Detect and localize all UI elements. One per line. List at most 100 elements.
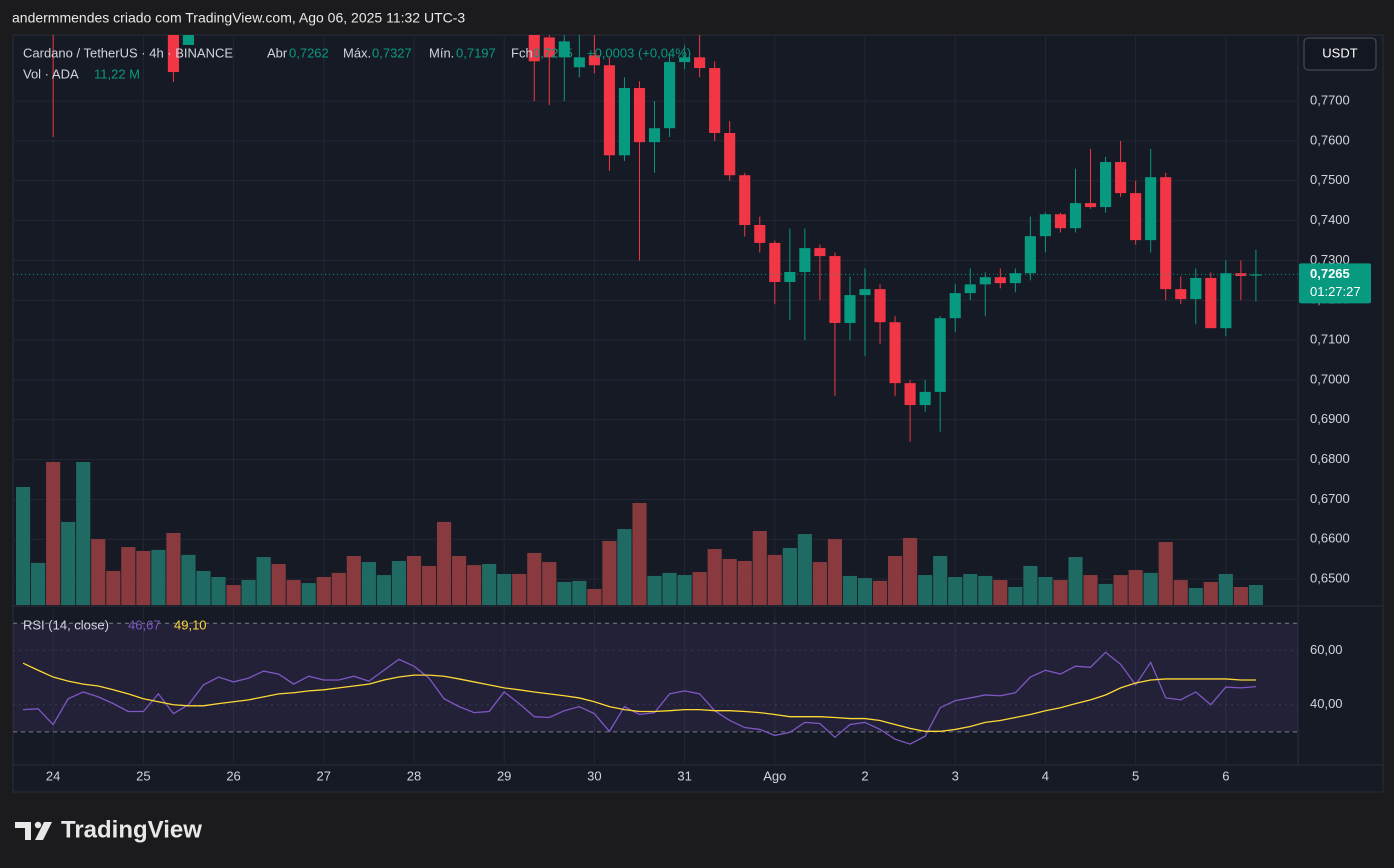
- volume-bar: [1158, 542, 1173, 605]
- y-tick-label: 0,7000: [1310, 371, 1350, 386]
- logo-slash: [35, 822, 52, 840]
- volume-bar: [602, 540, 617, 605]
- volume-bar: [707, 549, 722, 605]
- candle-layer: [13, 0, 1298, 442]
- legend-text: 0,7197: [456, 45, 496, 60]
- volume-bar: [226, 585, 241, 605]
- candle-body: [829, 256, 841, 323]
- candle-body: [799, 248, 811, 273]
- rsi-band-fill: [13, 623, 1298, 732]
- volume-bar: [31, 562, 46, 605]
- volume-bar: [632, 503, 647, 605]
- volume-bar: [211, 577, 226, 605]
- volume-bar: [888, 555, 903, 605]
- volume-bar: [482, 563, 497, 605]
- x-tick-label: 2: [861, 768, 868, 783]
- volume-bar: [527, 552, 542, 605]
- rsi-ma-value: 49,10: [174, 617, 207, 632]
- candle-body: [1054, 214, 1067, 229]
- rsi-tick-label: 60,00: [1310, 642, 1343, 657]
- y-tick-label: 0,7700: [1310, 93, 1350, 108]
- volume-bar: [1023, 565, 1038, 605]
- rsi-title: RSI (14, close): [23, 617, 109, 632]
- legend-text: 0,7327: [372, 45, 412, 60]
- label-layer: 24 25 26 27 28 29 30 31 Ago 2 3 4 5 6 0,6500 0,6600 0,67…: [23, 45, 1371, 783]
- y-tick-label: 0,6500: [1310, 571, 1350, 586]
- candle-body: [1235, 273, 1247, 276]
- volume-bar: [166, 532, 181, 605]
- volume-bar: [136, 550, 151, 605]
- volume-bar: [572, 580, 587, 605]
- volume-bar: [1008, 586, 1023, 605]
- candle-body: [979, 277, 991, 285]
- volume-bar: [903, 537, 918, 605]
- x-tick-label: 24: [46, 768, 60, 783]
- candle-body: [769, 242, 781, 282]
- candle-body: [182, 35, 195, 45]
- legend-text: 0,7262: [289, 45, 329, 60]
- volume-bar: [1128, 570, 1143, 605]
- volume-bar: [391, 560, 407, 605]
- volume-bar: [812, 562, 827, 605]
- candle-body: [558, 41, 570, 58]
- volume-bar: [241, 580, 256, 605]
- candle-body: [153, 0, 164, 2]
- volume-bar: [46, 462, 61, 605]
- volume-bar: [452, 555, 467, 605]
- candle-body: [1205, 277, 1217, 329]
- candle-body: [167, 35, 179, 73]
- candle-body: [1190, 277, 1202, 300]
- candle-body: [1250, 274, 1262, 276]
- x-tick-label: 4: [1042, 768, 1049, 783]
- volume-bar: [1218, 573, 1233, 605]
- legend-text: Mín.: [429, 45, 454, 60]
- volume-bar: [1233, 586, 1248, 605]
- volume-bar: [963, 573, 978, 605]
- volume-bar: [1143, 572, 1158, 605]
- x-tick-label: 27: [317, 768, 331, 783]
- candle-body: [63, 0, 74, 2]
- countdown: 01:27:27: [1310, 284, 1361, 299]
- volume-bar: [948, 577, 963, 605]
- volume-bar: [827, 539, 843, 605]
- volume-bar: [782, 547, 797, 605]
- candle-body: [469, 17, 480, 21]
- volume-bar: [1173, 580, 1188, 605]
- x-tick-label: 6: [1222, 768, 1229, 783]
- volume-value: 11,22 M: [94, 66, 140, 81]
- logo-mark: [15, 822, 31, 840]
- candle-body: [1039, 214, 1051, 237]
- candle-body: [754, 225, 766, 243]
- volume-bar: [467, 565, 482, 605]
- candle-body: [994, 277, 1006, 284]
- volume-bar: [76, 462, 91, 605]
- x-tick-label: 29: [497, 768, 511, 783]
- x-tick-label: 28: [407, 768, 421, 783]
- candle-body: [573, 57, 585, 68]
- volume-bar: [662, 572, 677, 605]
- legend-text: 0,7265: [533, 45, 573, 60]
- volume-bar: [196, 570, 211, 605]
- volume-bar: [842, 575, 858, 605]
- volume-bar: [692, 572, 707, 605]
- volume-bar: [1053, 580, 1068, 605]
- candle-body: [438, 0, 449, 6]
- volume-bar: [361, 562, 376, 605]
- candle-body: [814, 248, 826, 257]
- candle-body: [919, 391, 931, 406]
- brand-logo: [15, 821, 52, 840]
- volume-bar: [933, 555, 948, 605]
- x-tick-label: Ago: [763, 768, 786, 783]
- candle-body: [484, 0, 495, 21]
- candle-body: [1115, 162, 1127, 194]
- rsi-line: [23, 651, 1256, 745]
- volume-bar: [512, 573, 527, 605]
- volume-bar: [121, 547, 136, 605]
- credit: andermmendes criado com TradingView.com,…: [12, 10, 465, 26]
- currency-button[interactable]: [1303, 37, 1377, 71]
- legend-text: +0,0003 (+0,04%): [587, 45, 691, 60]
- legend-text: Máx.: [343, 45, 371, 60]
- candle-body: [889, 322, 901, 384]
- volume-bar: [1113, 575, 1128, 605]
